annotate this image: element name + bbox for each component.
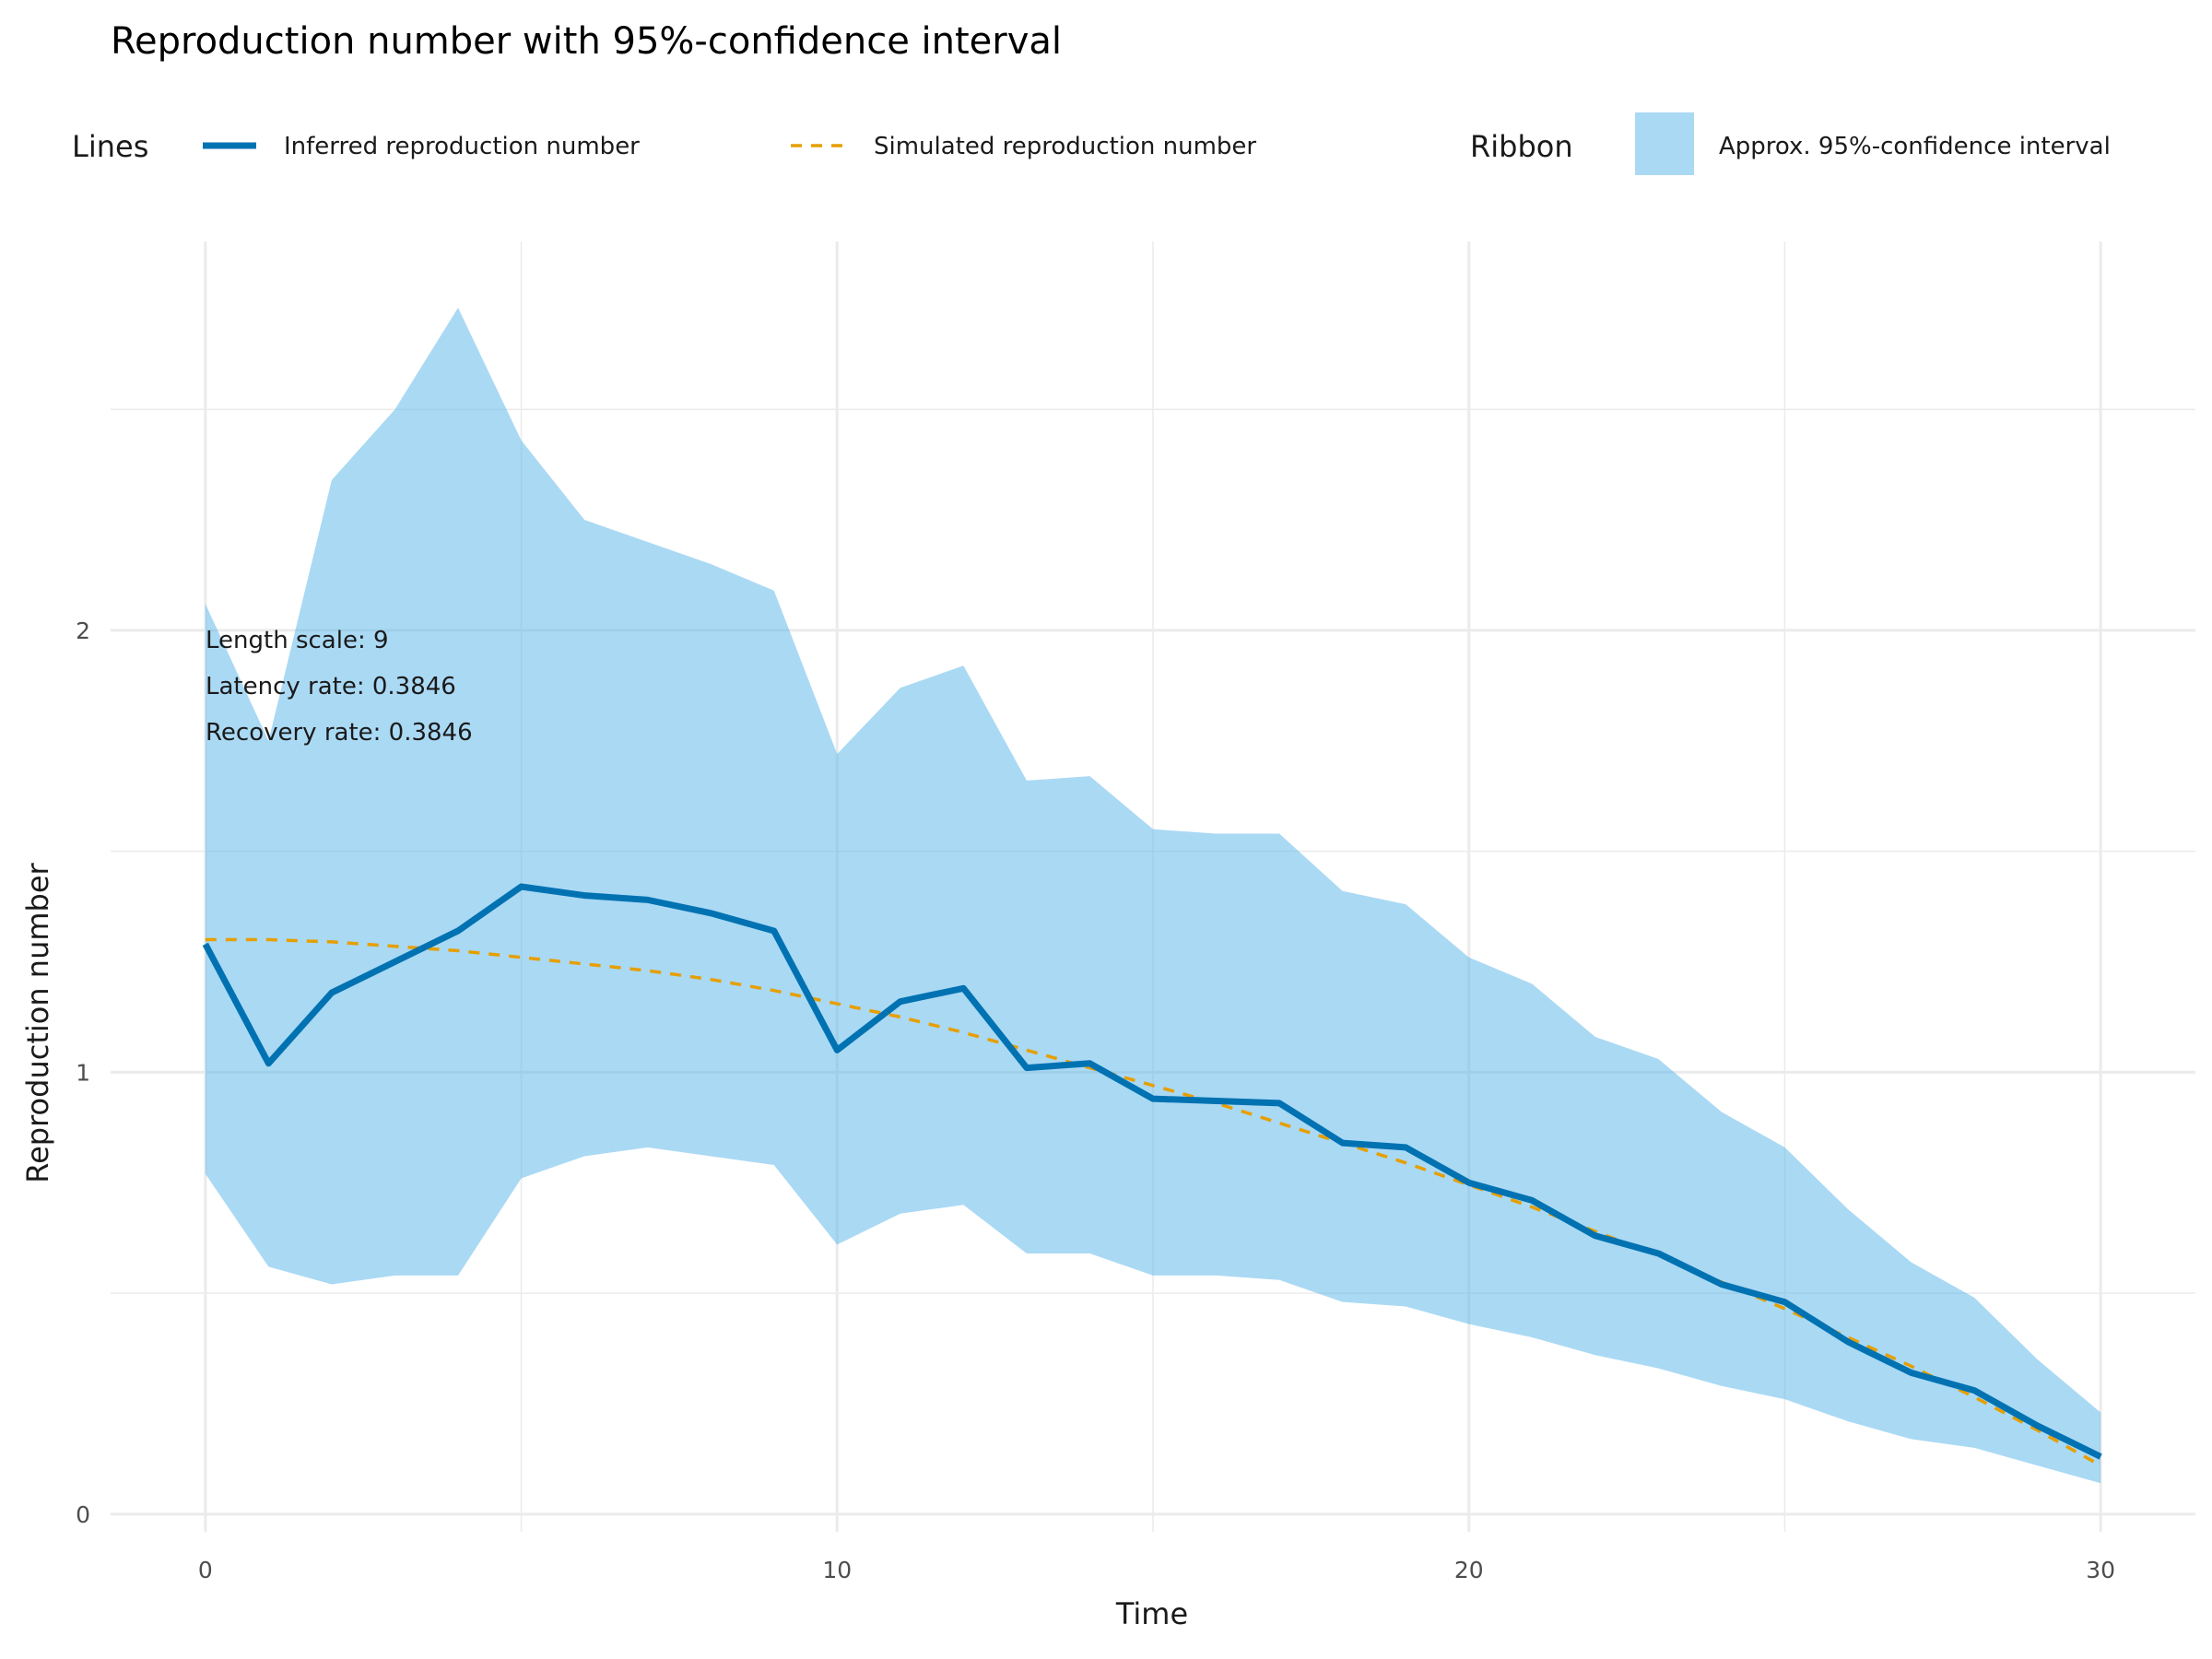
y-tick-label: 0 (76, 1501, 90, 1528)
y-tick-label: 1 (76, 1059, 90, 1086)
inferred-line (202, 883, 2102, 1460)
annotation-line-1: Length scale: 9 (206, 627, 389, 654)
legend-ribbon-label: Approx. 95%-confidence interval (1719, 133, 2111, 160)
x-tick-label: 0 (198, 1557, 213, 1583)
y-tick-label: 2 (76, 618, 90, 644)
annotation-line-3: Recovery rate: 0.3846 (206, 719, 473, 747)
legend-ribbon-swatch (1635, 112, 1694, 175)
ribbon-layer (205, 307, 2101, 1484)
x-axis-title: Time (1115, 1596, 1188, 1631)
annotation-line-2: Latency rate: 0.3846 (206, 673, 456, 700)
x-tick-label: 30 (2086, 1557, 2115, 1583)
chart-title: Reproduction number with 95%-confidence … (111, 20, 1062, 63)
legend-lines-title: Lines (72, 129, 148, 164)
annotation: Length scale: 9 Latency rate: 0.3846 Rec… (206, 627, 473, 747)
legend-simulated-label: Simulated reproduction number (874, 133, 1256, 160)
series-layer (202, 883, 2102, 1467)
legend-inferred-label: Inferred reproduction number (284, 133, 640, 160)
confidence-ribbon (205, 307, 2101, 1484)
ticks: 0 10 20 30 0 1 2 (76, 618, 2115, 1583)
legend-ribbon-title: Ribbon (1470, 129, 1573, 164)
simulated-line (205, 937, 2102, 1467)
legend: Lines Inferred reproduction number Simul… (72, 112, 2111, 175)
x-tick-label: 10 (822, 1557, 852, 1583)
x-tick-label: 20 (1454, 1557, 1484, 1583)
y-axis-title: Reproduction number (20, 862, 55, 1182)
